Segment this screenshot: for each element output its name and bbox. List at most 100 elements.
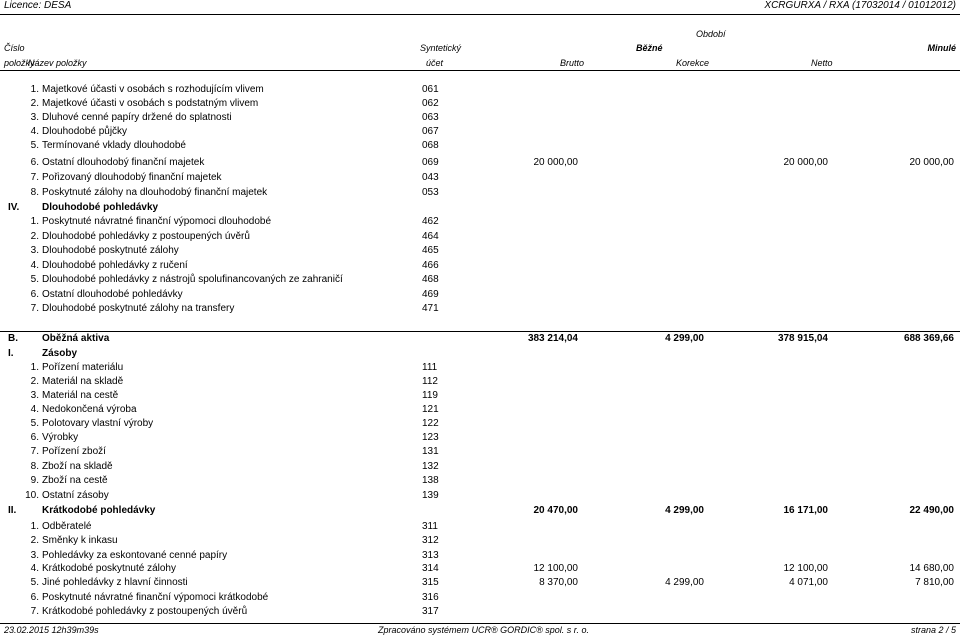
- row-name: Směnky k inkasu: [42, 535, 118, 546]
- table-row: 4. Nedokončená výroba 121: [0, 403, 960, 417]
- table-row: I. Zásoby: [0, 347, 960, 361]
- row-korekce: 4 299,00: [665, 505, 704, 516]
- col-netto: Netto: [811, 58, 833, 68]
- footer-processed-by: Zpracováno systémem UCR® GORDIC® spol. s…: [378, 625, 589, 635]
- row-name: Krátkodobé poskytnuté zálohy: [42, 563, 176, 574]
- row-account: 043: [422, 172, 439, 183]
- license-label: Licence: DESA: [4, 0, 72, 11]
- row-name: Oběžná aktiva: [42, 333, 110, 344]
- col-bezne: Běžné: [636, 43, 663, 53]
- table-row: 6. Výrobky 123: [0, 431, 960, 445]
- row-name: Materiál na skladě: [42, 376, 124, 387]
- row-name: Majetkové účasti v osobách s podstatným …: [42, 98, 259, 109]
- table-row: 2. Materiál na skladě 112: [0, 375, 960, 389]
- row-account: 315: [422, 577, 439, 588]
- table-row: 4. Dlouhodobé půjčky 067: [0, 125, 960, 139]
- row-number: 4.: [30, 563, 39, 574]
- table-row: 7. Krátkodobé pohledávky z postoupených ú…: [0, 605, 960, 619]
- row-account: 069: [422, 157, 439, 168]
- row-account: 119: [422, 390, 438, 401]
- col-ucet: účet: [426, 58, 444, 68]
- table-row: 3. Materiál na cestě 119: [0, 389, 960, 403]
- row-brutto: 20 470,00: [533, 505, 579, 516]
- row-name: Poskytnuté návratné finanční výpomoci dl…: [42, 216, 272, 227]
- col-nazev: Název položky: [28, 58, 87, 68]
- row-account: 121: [422, 404, 439, 415]
- table-row: 5. Dlouhodobé pohledávky z nástrojů spolu…: [0, 273, 960, 287]
- row-account: 311: [422, 521, 438, 532]
- row-korekce: 4 299,00: [665, 577, 704, 588]
- row-name: Pohledávky za eskontované cenné papíry: [42, 550, 228, 561]
- row-number: 8.: [30, 187, 39, 198]
- row-account: 462: [422, 216, 439, 227]
- row-number: 1.: [30, 362, 39, 373]
- row-number: 4.: [30, 404, 39, 415]
- row-netto: 378 915,04: [777, 333, 828, 344]
- row-name: Ostatní dlouhodobé pohledávky: [42, 289, 183, 300]
- row-name: Ostatní dlouhodobý finanční majetek: [42, 157, 205, 168]
- row-name: Dlouhodobé půjčky: [42, 126, 128, 137]
- row-account: 131: [422, 446, 439, 457]
- row-account: 123: [422, 432, 439, 443]
- row-account: 468: [422, 274, 439, 285]
- row-account: 112: [422, 376, 438, 387]
- row-name: Odběratelé: [42, 521, 92, 532]
- table-row: B. Oběžná aktiva 383 214,04 4 299,00 378 915…: [0, 331, 960, 346]
- row-number: 2.: [30, 376, 39, 387]
- row-minule: 688 369,66: [903, 333, 954, 344]
- row-minule: 7 810,00: [915, 577, 954, 588]
- row-name: Dlouhodobé pohledávky: [42, 202, 159, 213]
- row-number: 5.: [30, 577, 39, 588]
- row-number: 4.: [30, 126, 39, 137]
- table-row: 6. Ostatní dlouhodobé pohledávky 469: [0, 288, 960, 302]
- row-account: 138: [422, 475, 439, 486]
- row-number: 3.: [30, 550, 39, 561]
- row-number: 10.: [25, 490, 39, 501]
- row-account: 316: [422, 592, 439, 603]
- row-number: 1.: [30, 84, 39, 95]
- row-name: Zboží na skladě: [42, 461, 113, 472]
- row-netto: 20 000,00: [783, 157, 829, 168]
- row-account: 471: [422, 303, 439, 314]
- table-row: 7. Pořízení zboží 131: [0, 445, 960, 459]
- footer-timestamp: 23.02.2015 12h39m39s: [4, 625, 99, 635]
- row-name: Poskytnuté zálohy na dlouhodobý finanční…: [42, 187, 268, 198]
- table-row: 4. Krátkodobé poskytnuté zálohy 314 12 100,…: [0, 562, 960, 576]
- row-number: 2.: [30, 535, 39, 546]
- row-number: 7.: [30, 606, 39, 617]
- row-name: Krátkodobé pohledávky z postoupených úvě…: [42, 606, 248, 617]
- row-number: 7.: [30, 172, 39, 183]
- table-row: 4. Dlouhodobé pohledávky z ručení 466: [0, 259, 960, 273]
- row-number: 3.: [30, 390, 39, 401]
- row-minule: 14 680,00: [909, 563, 955, 574]
- row-netto: 12 100,00: [783, 563, 829, 574]
- table-row: 5. Termínované vklady dlouhodobé 068: [0, 139, 960, 153]
- row-account: 465: [422, 245, 439, 256]
- col-cislo: Číslo: [4, 43, 25, 53]
- row-account: 132: [422, 461, 439, 472]
- row-name: Jiné pohledávky z hlavní činnosti: [42, 577, 188, 588]
- table-row: 1. Pořízení materiálu 111: [0, 361, 960, 375]
- row-account: 122: [422, 418, 439, 429]
- table-row: 1. Majetkové účasti v osobách s rozhodují…: [0, 83, 960, 97]
- row-number: 2.: [30, 98, 39, 109]
- row-number: 3.: [30, 112, 39, 123]
- table-row: 3. Dluhové cenné papíry držené do splatno…: [0, 111, 960, 125]
- row-minule: 20 000,00: [909, 157, 955, 168]
- col-brutto: Brutto: [560, 58, 585, 68]
- row-account: 061: [422, 84, 439, 95]
- row-account: 464: [422, 231, 439, 242]
- row-brutto: 8 370,00: [539, 577, 578, 588]
- row-number: 6.: [30, 157, 39, 168]
- row-netto: 4 071,00: [789, 577, 828, 588]
- col-synteticky: Syntetický: [420, 43, 462, 53]
- row-account: 062: [422, 98, 439, 109]
- row-account: 063: [422, 112, 439, 123]
- row-number: IV.: [8, 202, 20, 213]
- row-name: Majetkové účasti v osobách s rozhodující…: [42, 84, 264, 95]
- header-divider: [0, 70, 960, 71]
- row-number: 8.: [30, 461, 39, 472]
- row-number: B.: [8, 333, 18, 344]
- row-number: 9.: [30, 475, 39, 486]
- row-account: 313: [422, 550, 439, 561]
